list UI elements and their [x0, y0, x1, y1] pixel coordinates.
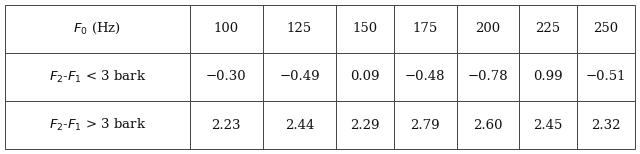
Text: 100: 100	[214, 22, 239, 35]
Text: 0.09: 0.09	[350, 71, 380, 83]
Text: 0.99: 0.99	[533, 71, 563, 83]
Text: −0.78: −0.78	[468, 71, 508, 83]
Text: $F_2$-$F_1$ > 3 bark: $F_2$-$F_1$ > 3 bark	[49, 117, 146, 133]
Text: 2.44: 2.44	[285, 119, 314, 132]
Text: 2.29: 2.29	[350, 119, 380, 132]
Text: 200: 200	[476, 22, 500, 35]
Text: −0.30: −0.30	[206, 71, 246, 83]
Text: 175: 175	[413, 22, 438, 35]
Text: 2.23: 2.23	[212, 119, 241, 132]
Text: 2.32: 2.32	[591, 119, 621, 132]
Text: 2.60: 2.60	[473, 119, 502, 132]
Text: 225: 225	[536, 22, 561, 35]
Text: −0.51: −0.51	[586, 71, 626, 83]
Text: $F_0$ (Hz): $F_0$ (Hz)	[74, 21, 122, 36]
Text: −0.49: −0.49	[279, 71, 320, 83]
Text: 250: 250	[593, 22, 618, 35]
Text: 2.45: 2.45	[534, 119, 563, 132]
Text: 150: 150	[353, 22, 378, 35]
Text: $F_2$-$F_1$ < 3 bark: $F_2$-$F_1$ < 3 bark	[49, 69, 146, 85]
Text: 2.79: 2.79	[410, 119, 440, 132]
Text: −0.48: −0.48	[405, 71, 445, 83]
Text: 125: 125	[287, 22, 312, 35]
